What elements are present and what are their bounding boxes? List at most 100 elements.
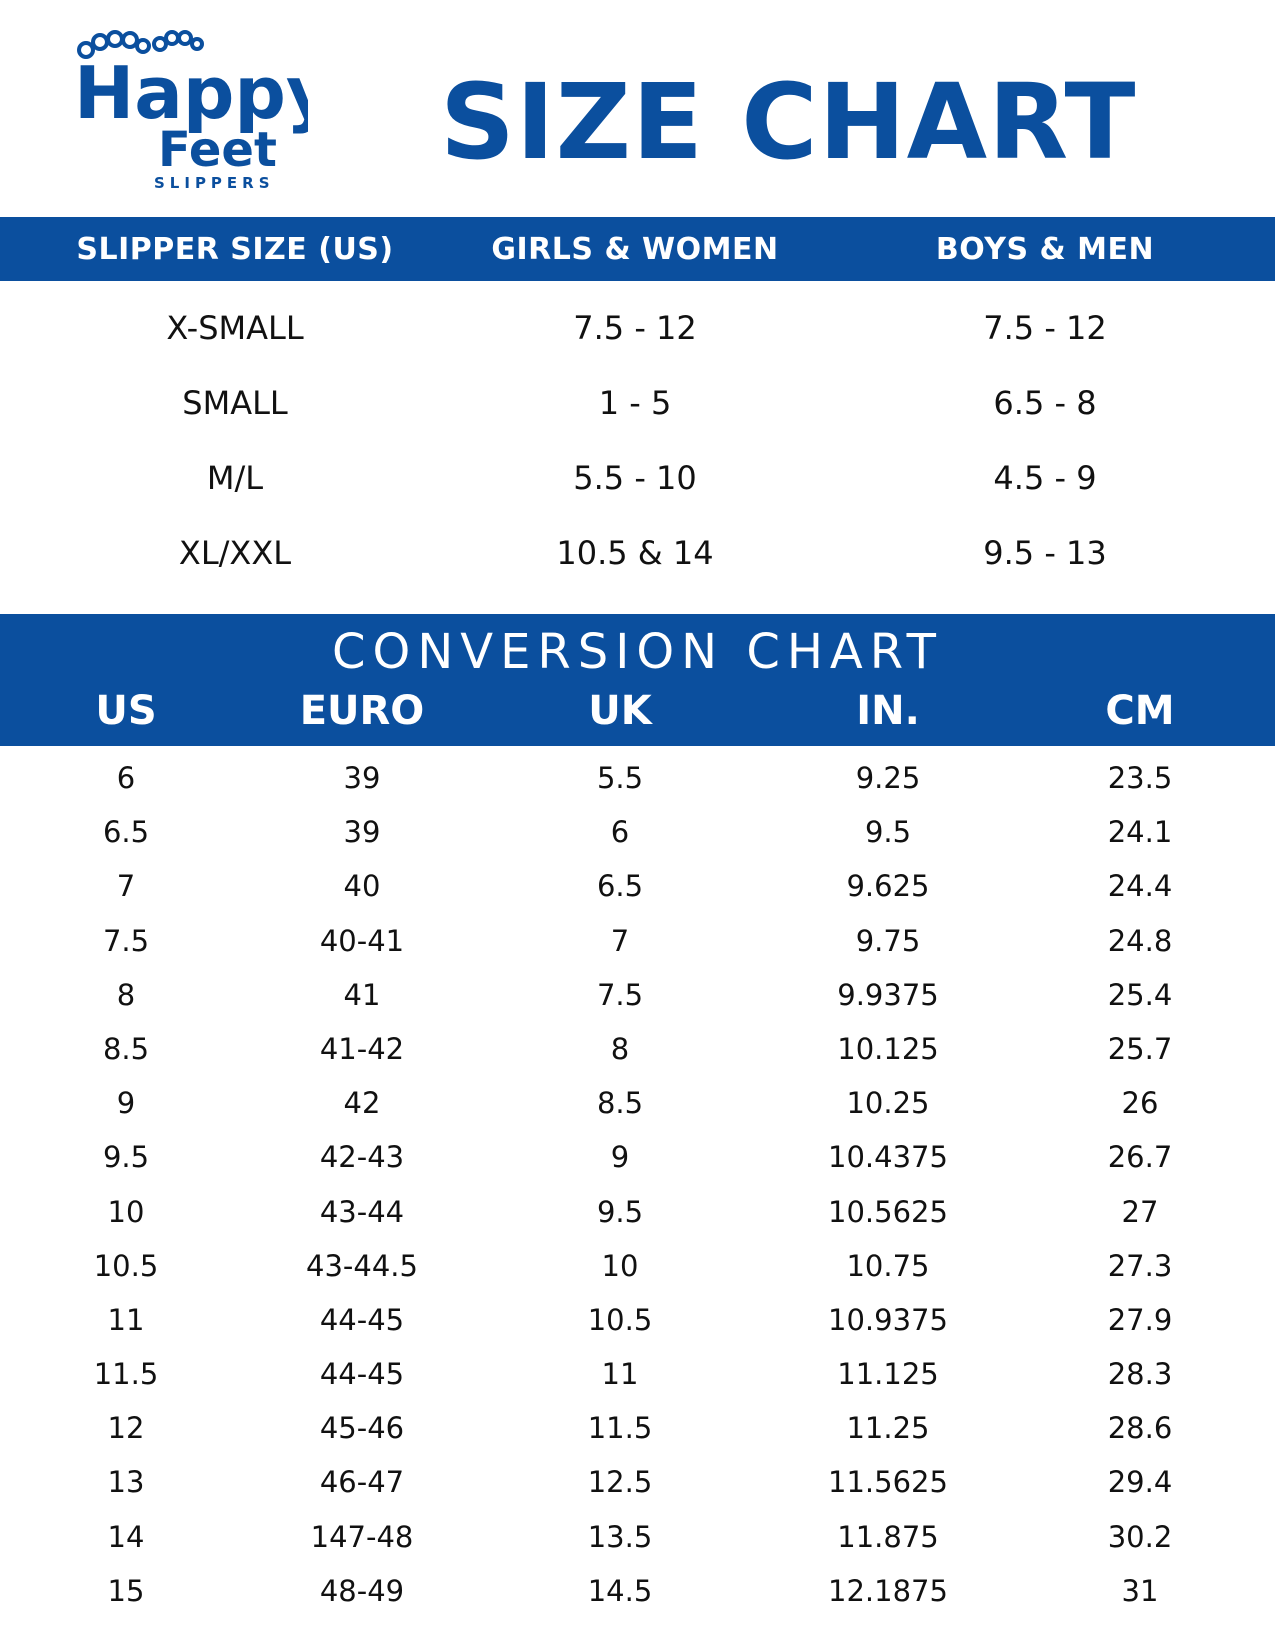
us-cell: 11.5: [93, 1357, 159, 1392]
table-row: 14 147-48 13.5 11.875 30.2: [0, 1509, 1275, 1563]
uk-cell: 11.5: [587, 1411, 653, 1446]
euro-cell: 40-41: [319, 923, 405, 958]
page-title: SIZE CHART: [440, 61, 1137, 183]
cm-cell: 28.3: [1107, 1357, 1173, 1392]
header-slipper-size: SLIPPER SIZE (US): [76, 231, 394, 267]
logo-brand-line3: SLIPPERS: [154, 174, 275, 192]
slipper-size-cell: XL/XXL: [178, 534, 292, 572]
cm-cell: 27.9: [1107, 1302, 1173, 1337]
table-row: XL/XXL 10.5 & 14 9.5 - 13: [0, 515, 1275, 590]
inches-cell: 11.5625: [828, 1465, 948, 1500]
euro-cell: 45-46: [319, 1411, 405, 1446]
uk-cell: 5.5: [596, 761, 644, 795]
header-uk: UK: [588, 688, 652, 734]
happy-feet-logo: Happy Feet SLIPPERS: [68, 28, 308, 196]
euro-cell: 147-48: [310, 1519, 414, 1554]
slipper-size-cell: SMALL: [182, 384, 288, 422]
header-cm: CM: [1105, 688, 1175, 734]
logo-brand-line1: Happy: [74, 51, 308, 135]
euro-cell: 43-44: [319, 1194, 405, 1229]
logo-brand-line2: Feet: [158, 122, 277, 178]
girls-women-cell: 1 - 5: [598, 384, 672, 422]
uk-cell: 6: [610, 815, 630, 850]
uk-cell: 9.5: [596, 1194, 644, 1229]
cm-cell: 25.4: [1107, 977, 1173, 1012]
table-row: SMALL 1 - 5 6.5 - 8: [0, 365, 1275, 440]
cm-cell: 25.7: [1107, 1031, 1173, 1066]
slipper-size-cell: M/L: [206, 459, 264, 497]
table-row: 7.5 40-41 7 9.75 24.8: [0, 913, 1275, 967]
table-row: 6.5 39 6 9.5 24.1: [0, 804, 1275, 858]
conversion-chart-title: CONVERSION CHART: [332, 624, 943, 680]
table-row: 11 44-45 10.5 10.9375 27.9: [0, 1292, 1275, 1346]
table-row: 9.5 42-43 9 10.4375 26.7: [0, 1129, 1275, 1183]
inches-cell: 11.125: [837, 1357, 939, 1392]
table-row: 8.5 41-42 8 10.125 25.7: [0, 1021, 1275, 1075]
header-boys-men: BOYS & MEN: [935, 231, 1155, 267]
table-row: 12 45-46 11.5 11.25 28.6: [0, 1400, 1275, 1454]
cm-cell: 29.4: [1107, 1465, 1173, 1500]
girls-women-cell: 7.5 - 12: [573, 309, 697, 347]
table-row: 11.5 44-45 11 11.125 28.3: [0, 1346, 1275, 1400]
inches-cell: 9.75: [855, 923, 921, 958]
slipper-size-cell: X-SMALL: [166, 309, 304, 347]
us-cell: 15: [107, 1573, 145, 1608]
boys-men-cell: 7.5 - 12: [983, 309, 1107, 347]
euro-cell: 42: [343, 1086, 381, 1121]
conversion-chart-table: 6 39 5.5 9.25 23.5 6.5 39 6 9.5 24.1 7 40 6.5 9.625 24…: [0, 750, 1275, 1617]
euro-cell: 39: [343, 815, 381, 850]
table-row: M/L 5.5 - 10 4.5 - 9: [0, 440, 1275, 515]
table-row: 6 39 5.5 9.25 23.5: [0, 750, 1275, 804]
header-inches: IN.: [856, 688, 920, 734]
inches-cell: 10.125: [837, 1031, 939, 1066]
cm-cell: 27: [1121, 1194, 1159, 1229]
uk-cell: 8.5: [596, 1086, 644, 1121]
uk-cell: 7: [610, 923, 630, 958]
cm-cell: 27.3: [1107, 1248, 1173, 1283]
header-euro: EURO: [299, 688, 425, 734]
header-girls-women: GIRLS & WOMEN: [491, 231, 779, 267]
inches-cell: 11.875: [837, 1519, 939, 1554]
inches-cell: 9.625: [846, 869, 930, 904]
table-row: 10.5 43-44.5 10 10.75 27.3: [0, 1238, 1275, 1292]
us-cell: 7.5: [102, 923, 150, 958]
euro-cell: 42-43: [319, 1140, 405, 1175]
euro-cell: 44-45: [319, 1302, 405, 1337]
uk-cell: 8: [610, 1031, 630, 1066]
header-us: US: [95, 688, 157, 734]
boys-men-cell: 9.5 - 13: [983, 534, 1107, 572]
us-cell: 14: [107, 1519, 145, 1554]
cm-cell: 26: [1121, 1086, 1159, 1121]
boys-men-cell: 4.5 - 9: [993, 459, 1097, 497]
us-cell: 9.5: [102, 1140, 150, 1175]
inches-cell: 9.5: [864, 815, 912, 850]
girls-women-cell: 5.5 - 10: [573, 459, 697, 497]
table-row: 8 41 7.5 9.9375 25.4: [0, 967, 1275, 1021]
inches-cell: 10.4375: [828, 1140, 948, 1175]
us-cell: 10: [107, 1194, 145, 1229]
cm-cell: 30.2: [1107, 1519, 1173, 1554]
uk-cell: 9: [610, 1140, 630, 1175]
inches-cell: 10.25: [846, 1086, 930, 1121]
cm-cell: 24.1: [1107, 815, 1173, 850]
inches-cell: 11.25: [846, 1411, 930, 1446]
euro-cell: 44-45: [319, 1357, 405, 1392]
inches-cell: 12.1875: [828, 1573, 948, 1608]
us-cell: 8.5: [102, 1031, 150, 1066]
table-row: 9 42 8.5 10.25 26: [0, 1075, 1275, 1129]
uk-cell: 13.5: [587, 1519, 653, 1554]
euro-cell: 48-49: [319, 1573, 405, 1608]
cm-cell: 28.6: [1107, 1411, 1173, 1446]
inches-cell: 10.5625: [828, 1194, 948, 1229]
uk-cell: 14.5: [587, 1573, 653, 1608]
euro-cell: 41: [343, 977, 381, 1012]
euro-cell: 43-44.5: [306, 1248, 418, 1283]
size-chart-table: X-SMALL 7.5 - 12 7.5 - 12 SMALL 1 - 5 6.…: [0, 290, 1275, 590]
us-cell: 7: [116, 869, 136, 904]
us-cell: 10.5: [93, 1248, 159, 1283]
cm-cell: 31: [1121, 1573, 1159, 1608]
girls-women-cell: 10.5 & 14: [556, 534, 714, 572]
uk-cell: 10: [601, 1248, 639, 1283]
us-cell: 8: [116, 977, 136, 1012]
